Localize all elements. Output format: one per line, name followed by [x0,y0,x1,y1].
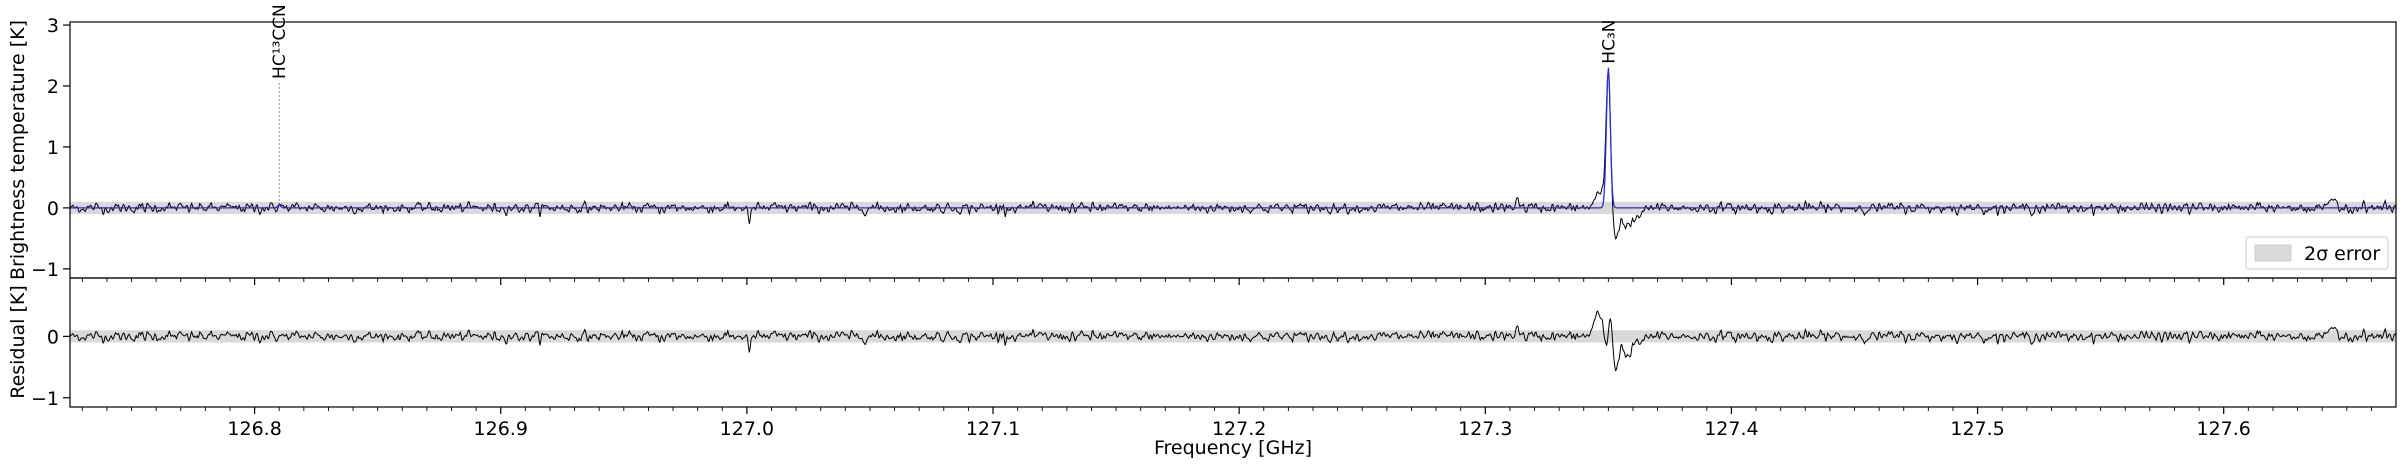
x-tick-label: 127.4 [1704,418,1758,440]
line-markers: HC¹³CCN HC₃N [270,4,1619,205]
residual-y-label: Residual [K] [7,285,29,399]
spectrum-x-ticks [81,278,2372,285]
x-tick-label: 127.1 [966,418,1020,440]
x-axis: 126.8 126.9 127.0 127.1 127.2 127.3 127.4 127.5… [81,407,2372,440]
spectrum-frame [69,21,2397,279]
y-tick-label: 0 [47,198,59,220]
line-marker-label: HC₃N [1599,20,1619,64]
x-tick-label: 127.3 [1458,418,1512,440]
y-tick-label: 3 [47,15,59,37]
x-tick-label: 126.9 [474,418,528,440]
y-tick-label: −1 [31,259,59,281]
spectrum-y-axis: −1 0 1 2 3 [31,15,70,281]
y-tick-label: −1 [31,388,59,410]
x-tick-label: 127.6 [2197,418,2251,440]
legend: 2σ error [2245,236,2389,270]
x-tick-label: 127.0 [720,418,774,440]
x-tick-label: 127.5 [1950,418,2004,440]
residual-y-axis: −1 0 [31,326,70,410]
spectrum-model-line [70,67,2396,209]
spectrum-y-label: Brightness temperature [K] [7,20,29,280]
residual-observed-line [70,310,2396,372]
legend-entry-error: 2σ error [2304,243,2380,265]
x-tick-label: 126.8 [227,418,281,440]
line-marker-label: HC¹³CCN [270,4,290,79]
y-tick-label: 1 [47,137,59,159]
legend-swatch-error [2254,244,2292,262]
x-axis-label: Frequency [GHz] [1154,437,1312,459]
x-tick-label: 127.2 [1212,418,1266,440]
y-tick-label: 0 [47,326,59,348]
residual-panel: −10 126.8 126.9 127.0 127.1 127.2 127.3 127.4 1… [7,277,2397,440]
residual-frame [69,277,2397,408]
y-tick-label: 2 [47,76,59,98]
spectrum-panel: HC¹³CCN HC₃N −1 0 1 2 3 Brightness temperatur… [7,4,2397,285]
